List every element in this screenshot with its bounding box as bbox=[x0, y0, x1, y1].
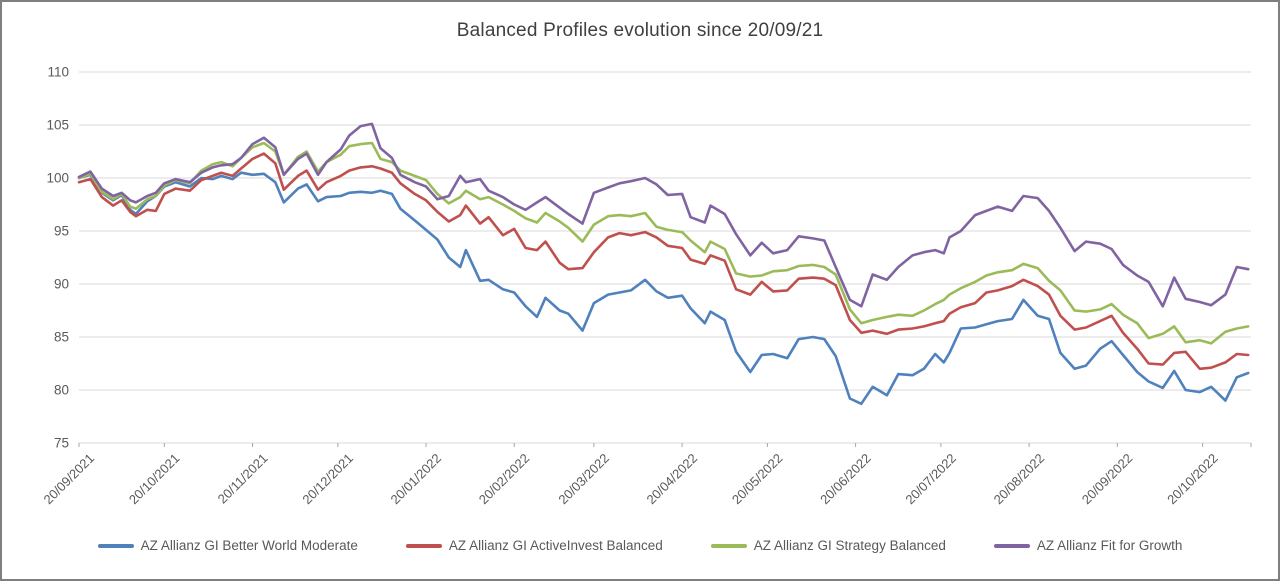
legend-label: AZ Allianz Fit for Growth bbox=[1036, 538, 1183, 553]
x-tick-label: 20/03/2022 bbox=[555, 451, 612, 508]
y-tick-label: 95 bbox=[54, 224, 69, 239]
x-tick-label: 20/11/2021 bbox=[215, 451, 271, 507]
series-line bbox=[77, 152, 1250, 371]
y-tick-label: 85 bbox=[54, 330, 69, 345]
x-tick-label: 20/10/2022 bbox=[1164, 451, 1221, 508]
legend-item: AZ Allianz GI Better World Moderate bbox=[97, 538, 358, 553]
legend-line-swatch bbox=[993, 543, 1030, 548]
series-line bbox=[77, 171, 1250, 406]
legend-item: AZ Allianz GI ActiveInvest Balanced bbox=[405, 538, 663, 553]
legend: AZ Allianz GI Better World Moderate AZ Al… bbox=[2, 538, 1278, 553]
x-tick-label: 20/07/2022 bbox=[902, 451, 959, 508]
legend-line-swatch bbox=[710, 543, 747, 548]
y-tick-label: 80 bbox=[54, 383, 69, 398]
x-tick-label: 20/02/2022 bbox=[476, 451, 533, 508]
legend-item: AZ Allianz GI Strategy Balanced bbox=[710, 538, 946, 553]
y-tick-label: 90 bbox=[54, 277, 69, 292]
x-tick-label: 20/01/2022 bbox=[388, 451, 445, 508]
x-tick-label: 20/06/2022 bbox=[817, 451, 874, 508]
legend-label: AZ Allianz GI ActiveInvest Balanced bbox=[448, 538, 663, 553]
legend-line-swatch bbox=[405, 543, 442, 548]
x-tick-label: 20/04/2022 bbox=[644, 451, 701, 508]
chart-title: Balanced Profiles evolution since 20/09/… bbox=[456, 20, 824, 41]
x-tick-label: 20/09/2022 bbox=[1079, 451, 1136, 508]
y-tick-label: 110 bbox=[47, 65, 69, 80]
legend-label: AZ Allianz GI Better World Moderate bbox=[140, 538, 358, 553]
legend-line-swatch bbox=[97, 543, 134, 548]
x-tick-label: 20/09/2021 bbox=[40, 451, 97, 508]
x-tick-label: 20/10/2021 bbox=[126, 451, 183, 508]
x-tick-label: 20/05/2022 bbox=[729, 451, 786, 508]
series-line bbox=[77, 141, 1250, 345]
series-line bbox=[77, 122, 1250, 308]
legend-label: AZ Allianz GI Strategy Balanced bbox=[753, 538, 946, 553]
x-tick-label: 20/12/2021 bbox=[299, 451, 356, 508]
y-tick-label: 105 bbox=[46, 118, 69, 133]
y-tick-label: 75 bbox=[54, 436, 69, 451]
x-tick-label: 20/08/2022 bbox=[991, 451, 1048, 508]
y-tick-label: 100 bbox=[46, 171, 69, 186]
legend-item: AZ Allianz Fit for Growth bbox=[993, 538, 1183, 553]
